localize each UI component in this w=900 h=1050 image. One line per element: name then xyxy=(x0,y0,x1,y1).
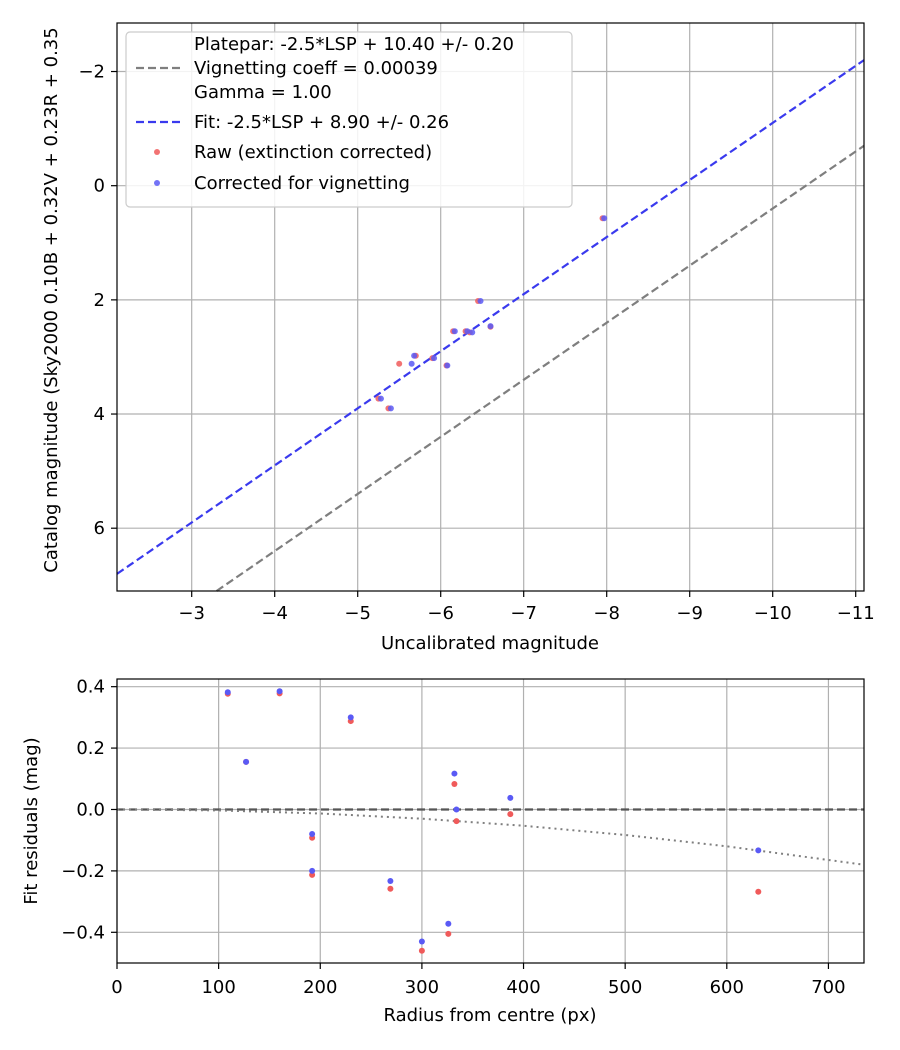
legend-label: Vignetting coeff = 0.00039 xyxy=(194,58,438,79)
legend-dot-swatch xyxy=(154,149,160,155)
legend-label: Corrected for vignetting xyxy=(194,173,410,194)
calibration-legend: Platepar: -2.5*LSP + 10.40 +/- 0.20 Vigne… xyxy=(125,31,573,208)
top-x-tick-label: −3 xyxy=(178,603,205,624)
residuals-reference-lines xyxy=(116,808,865,866)
vignetting-reference-line xyxy=(116,808,865,866)
calibration-frame xyxy=(116,22,865,592)
data-point xyxy=(396,360,403,367)
residual-point xyxy=(445,930,452,937)
top-y-tick-label: −2 xyxy=(78,62,105,83)
top-y-tick-label: 0 xyxy=(94,176,105,197)
top-y-tick-label: 2 xyxy=(94,290,105,311)
bottom-x-tick-label: 500 xyxy=(608,977,642,998)
data-point xyxy=(601,215,608,222)
bottom-y-axis-label: Fit residuals (mag) xyxy=(21,737,42,904)
calibration-ticks: −3 −4 −5 −6 −7 −8 −9 −10 −11 −2 0 2 4 6 xyxy=(78,62,874,624)
bottom-y-tick-label: −0.2 xyxy=(61,861,105,882)
top-x-tick-label: −10 xyxy=(754,603,792,624)
data-point xyxy=(487,323,494,330)
residual-point xyxy=(418,938,425,945)
bottom-x-axis-label: Radius from centre (px) xyxy=(383,1005,596,1026)
top-y-axis-label: Catalog magnitude (Sky2000 0.10B + 0.32V… xyxy=(41,27,62,572)
top-x-axis-label: Uncalibrated magnitude xyxy=(381,633,599,654)
data-point xyxy=(387,405,394,412)
legend-label: Gamma = 1.00 xyxy=(194,82,332,103)
top-x-tick-label: −5 xyxy=(344,603,371,624)
data-point xyxy=(408,360,415,367)
data-point xyxy=(451,328,458,335)
residual-point xyxy=(755,847,762,854)
bottom-x-tick-label: 0 xyxy=(111,977,122,998)
calibration-plot: −3 −4 −5 −6 −7 −8 −9 −10 −11 −2 0 2 4 6 Platepar: -2.… xyxy=(41,22,875,654)
bottom-y-tick-label: 0.2 xyxy=(76,738,105,759)
data-point xyxy=(469,329,476,336)
residual-point xyxy=(309,867,316,874)
residual-point xyxy=(276,688,283,695)
bottom-y-tick-label: 0.0 xyxy=(76,799,105,820)
residual-point xyxy=(451,770,458,777)
data-point xyxy=(477,298,484,305)
bottom-x-tick-label: 700 xyxy=(811,977,845,998)
legend-box xyxy=(125,31,573,208)
top-y-tick-label: 4 xyxy=(94,404,105,425)
residual-point xyxy=(507,794,514,801)
residual-point xyxy=(453,806,460,813)
bottom-x-tick-label: 300 xyxy=(405,977,439,998)
top-x-tick-label: −9 xyxy=(676,603,703,624)
data-point xyxy=(431,355,438,362)
bottom-y-tick-label: −0.4 xyxy=(61,922,105,943)
residual-point xyxy=(347,714,354,721)
legend-dot-swatch xyxy=(154,180,160,186)
residual-point xyxy=(451,781,458,788)
top-x-tick-label: −8 xyxy=(593,603,620,624)
fit-line-fit xyxy=(116,59,865,575)
bottom-x-tick-label: 600 xyxy=(710,977,744,998)
legend-label: Platepar: -2.5*LSP + 10.40 +/- 0.20 xyxy=(194,34,514,55)
top-y-tick-label: 6 xyxy=(94,518,105,539)
residuals-points xyxy=(224,688,762,954)
legend-label: Raw (extinction corrected) xyxy=(194,142,432,163)
residual-point xyxy=(755,888,762,895)
data-point xyxy=(377,395,384,402)
residual-point xyxy=(453,818,460,825)
residual-point xyxy=(243,758,250,765)
data-point xyxy=(444,362,451,369)
residual-point xyxy=(309,831,316,838)
residuals-plot: 0 100 200 300 400 500 600 700−0.4−0.20.00.20.4 … xyxy=(21,677,865,1026)
residuals-frame xyxy=(116,678,865,964)
bottom-x-tick-label: 100 xyxy=(201,977,235,998)
residual-point xyxy=(387,878,394,885)
calibration-fit-lines xyxy=(116,59,865,592)
residual-point xyxy=(445,920,452,927)
residual-point xyxy=(507,811,514,818)
data-point xyxy=(464,328,471,335)
top-x-tick-label: −11 xyxy=(837,603,875,624)
calibration-points xyxy=(375,215,608,412)
top-x-tick-label: −4 xyxy=(261,603,288,624)
residuals-ticks: 0 100 200 300 400 500 600 700 −0.4 −0.2 0.0 0.2 0.4 xyxy=(61,677,845,998)
data-point xyxy=(411,352,418,359)
legend-label: Fit: -2.5*LSP + 8.90 +/- 0.26 xyxy=(194,112,449,133)
top-x-tick-label: −6 xyxy=(427,603,454,624)
bottom-y-tick-label: 0.4 xyxy=(76,677,105,698)
residuals-grid xyxy=(116,679,864,963)
bottom-x-tick-label: 400 xyxy=(506,977,540,998)
bottom-x-tick-label: 200 xyxy=(303,977,337,998)
fit-line-platepar xyxy=(215,144,865,592)
residual-point xyxy=(418,947,425,954)
residual-point xyxy=(224,689,231,696)
top-x-tick-label: −7 xyxy=(510,603,537,624)
residual-point xyxy=(387,885,394,892)
